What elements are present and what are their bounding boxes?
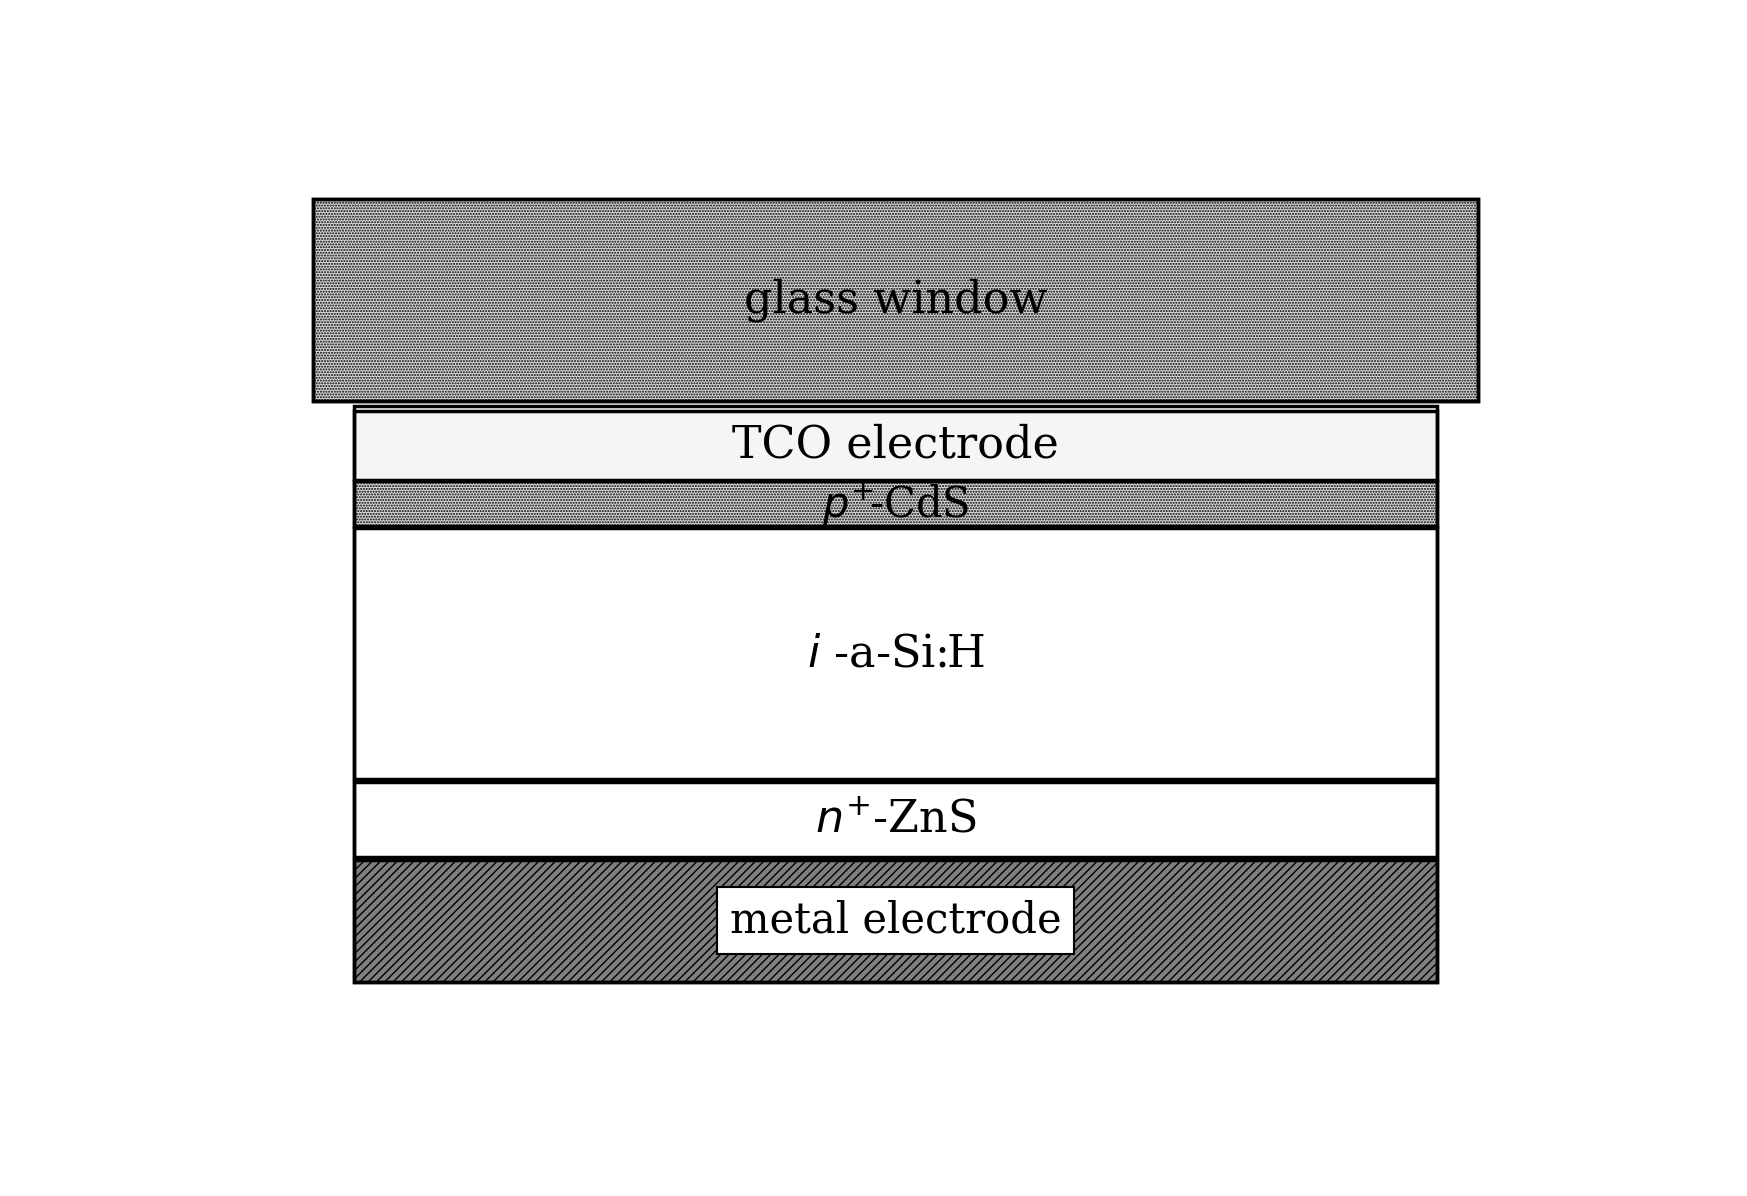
Bar: [353, 782, 1438, 858]
Text: glass window: glass window: [744, 279, 1046, 322]
Text: $n^{+}$-ZnS: $n^{+}$-ZnS: [814, 798, 977, 841]
Text: $i$ -a-Si:H: $i$ -a-Si:H: [807, 633, 984, 676]
Text: metal electrode: metal electrode: [730, 899, 1060, 941]
Bar: [353, 405, 1438, 982]
Bar: [313, 199, 1478, 402]
Bar: [353, 860, 1438, 982]
Bar: [353, 529, 1438, 779]
Bar: [313, 199, 1478, 402]
Text: $p^{+}\!$-CdS: $p^{+}\!$-CdS: [821, 480, 970, 527]
Bar: [353, 482, 1438, 526]
Text: TCO electrode: TCO electrode: [732, 423, 1059, 466]
Bar: [353, 410, 1438, 480]
